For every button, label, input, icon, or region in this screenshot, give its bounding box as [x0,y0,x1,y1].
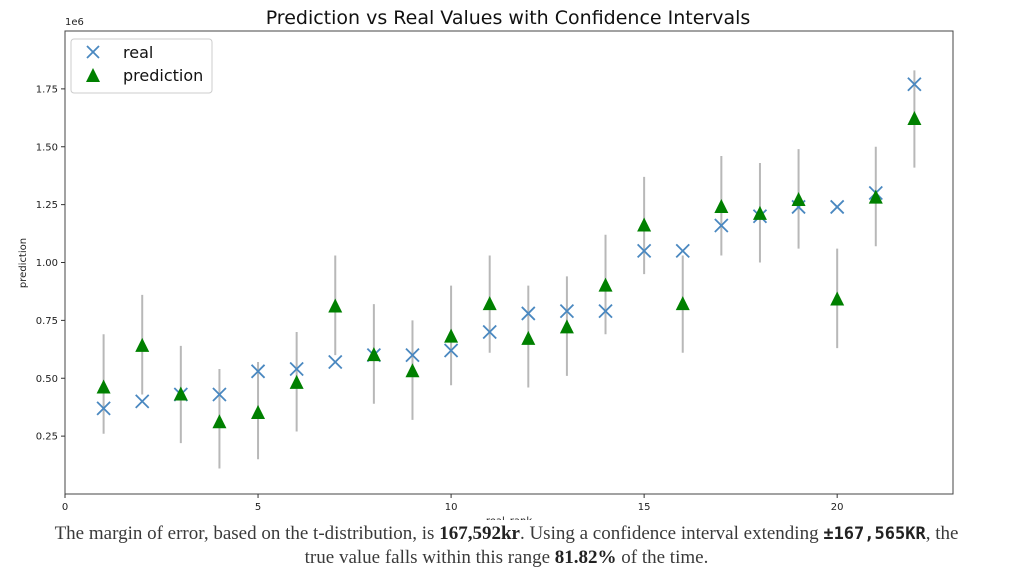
y-tick-label: 0.50 [36,374,58,385]
legend: real prediction [70,38,213,94]
prediction-point [830,291,845,306]
x-tick-label: 15 [638,502,651,513]
confidence-interval-value: ±167,565KR [823,524,926,544]
real-point [250,364,266,379]
real-point [482,324,497,340]
prediction-point [405,363,420,378]
prediction-point [444,328,459,343]
real-point [405,347,420,363]
x-tick-label: 10 [445,502,458,513]
prediction-point [212,414,227,429]
prediction-point [173,386,188,401]
margin-of-error-value: 167,592kr [439,523,520,544]
caption-line-1: The margin of error, based on the t-dist… [0,522,1013,546]
x-axis: 0 5 10 15 20 [62,494,844,513]
x-axis-label: real_rank [486,516,533,520]
prediction-point [251,404,266,419]
prediction-point [521,330,536,345]
real-point [328,354,343,370]
real-point [714,218,729,233]
real-point [212,387,227,402]
real-point [135,394,150,409]
prediction-markers [96,110,922,429]
y-tick-label: 0.25 [36,432,58,443]
prediction-point [482,296,497,311]
legend-box [70,38,213,94]
y-tick-label: 1.25 [36,200,58,211]
prediction-point [675,296,690,311]
legend-label-prediction: prediction [123,66,203,85]
prediction-point [135,337,150,352]
prediction-point [868,189,883,204]
y-tick-label: 1.50 [36,142,58,153]
plot-area [64,30,954,495]
prediction-point [559,319,574,334]
caption-text-5: of the time. [616,547,709,568]
caption-text-2: . Using a confidence interval extending [519,523,824,544]
real-point [636,243,652,259]
real-point [521,306,536,321]
legend-label-real: real [123,43,153,62]
real-point [830,199,845,215]
x-tick-label: 5 [255,502,261,513]
y-axis-label: prediction [18,238,29,288]
caption-text-4: true value falls within this range [304,547,555,568]
real-point [443,343,459,358]
real-point [675,243,690,259]
coverage-percentage: 81.82% [554,547,617,568]
y-tick-label: 1.75 [36,84,58,95]
prediction-point [791,191,806,206]
prediction-point [907,110,922,125]
real-point [907,77,922,92]
chart: 0 5 10 15 20 0.25 0.50 0.75 1.00 1.25 1.50 1.75 Pr… [18,7,954,520]
y-axis: 0.25 0.50 0.75 1.00 1.25 1.50 1.75 [36,84,65,443]
real-point [96,401,111,416]
x-tick-label: 0 [62,502,68,513]
prediction-point [714,198,729,213]
real-point [598,303,613,319]
y-offset-label: 1e6 [65,17,84,28]
prediction-point [366,347,381,362]
legend-real-marker [86,45,100,59]
caption-line-2: true value falls within this range 81.82… [0,546,1013,569]
x-tick-label: 20 [831,502,844,513]
real-point [559,303,575,319]
chart-title: Prediction vs Real Values with Confidenc… [266,7,751,29]
real-point [289,361,304,377]
y-tick-label: 0.75 [36,316,58,327]
real-markers [96,77,922,416]
prediction-point [598,277,613,292]
prediction-point [96,379,111,394]
caption: The margin of error, based on the t-dist… [0,522,1013,569]
legend-prediction-marker [86,68,100,82]
prediction-point [328,298,343,313]
prediction-point [289,374,304,389]
prediction-point [637,217,652,232]
prediction-point [752,205,767,220]
y-tick-label: 1.00 [36,258,58,269]
caption-text-1: The margin of error, based on the t-dist… [54,523,440,544]
caption-text-3: , the [925,523,959,544]
